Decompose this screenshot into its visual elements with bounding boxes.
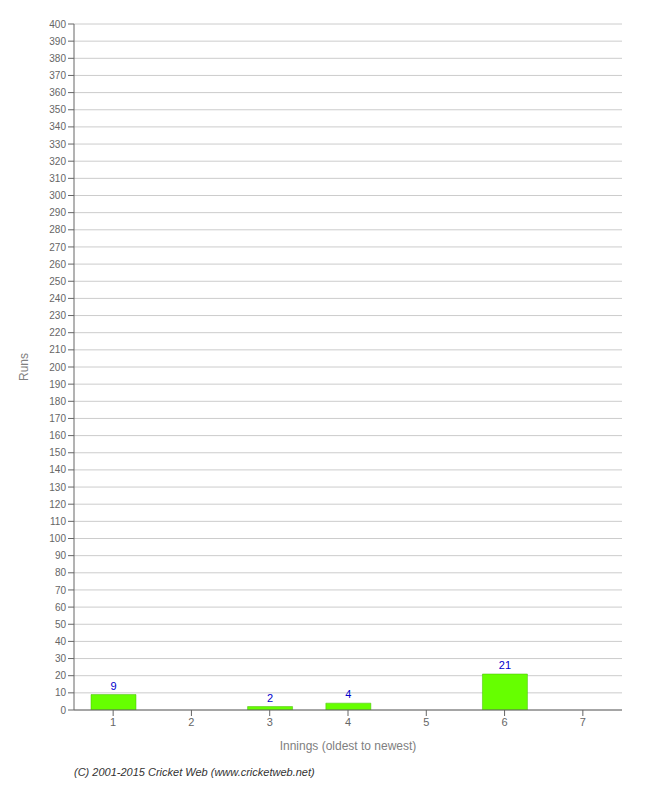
svg-text:200: 200: [49, 362, 66, 373]
svg-text:2: 2: [188, 716, 194, 728]
svg-text:110: 110: [50, 516, 66, 527]
svg-text:30: 30: [55, 653, 67, 664]
svg-text:380: 380: [49, 53, 66, 64]
svg-text:250: 250: [49, 276, 66, 287]
svg-text:21: 21: [499, 659, 511, 671]
svg-text:2: 2: [267, 692, 273, 704]
html-text:(C) 2001-2015 Cricket Web (www: (C) 2001-2015 Cricket Web (www.cricketwe…: [74, 766, 315, 778]
svg-text:0: 0: [60, 705, 66, 716]
svg-text:160: 160: [49, 430, 66, 441]
svg-text:50: 50: [55, 619, 67, 630]
svg-text:120: 120: [49, 499, 66, 510]
svg-text:90: 90: [55, 550, 67, 561]
svg-text:100: 100: [49, 533, 66, 544]
svg-text:5: 5: [423, 716, 429, 728]
svg-text:140: 140: [49, 464, 66, 475]
svg-text:1: 1: [110, 716, 116, 728]
svg-text:390: 390: [49, 36, 66, 47]
svg-text:130: 130: [49, 482, 66, 493]
svg-text:7: 7: [580, 716, 586, 728]
svg-text:240: 240: [49, 293, 66, 304]
svg-text:4: 4: [345, 688, 351, 700]
svg-text:170: 170: [49, 413, 66, 424]
svg-text:150: 150: [49, 447, 66, 458]
svg-text:300: 300: [49, 190, 66, 201]
svg-text:310: 310: [49, 173, 66, 184]
svg-text:10: 10: [55, 687, 67, 698]
svg-text:220: 220: [49, 327, 66, 338]
svg-text:400: 400: [49, 19, 66, 30]
svg-text:270: 270: [49, 242, 66, 253]
svg-text:210: 210: [49, 344, 66, 355]
svg-text:3: 3: [267, 716, 273, 728]
svg-text:370: 370: [49, 70, 66, 81]
svg-text:9: 9: [110, 680, 116, 692]
svg-text:4: 4: [345, 716, 351, 728]
svg-text:330: 330: [49, 139, 66, 150]
svg-text:290: 290: [49, 207, 66, 218]
svg-text:Runs: Runs: [17, 353, 31, 381]
svg-text:230: 230: [49, 310, 66, 321]
svg-text:60: 60: [55, 602, 67, 613]
svg-text:340: 340: [49, 121, 66, 132]
svg-text:180: 180: [49, 396, 66, 407]
svg-text:360: 360: [49, 87, 66, 98]
svg-text:260: 260: [49, 259, 66, 270]
svg-text:350: 350: [49, 104, 66, 115]
svg-text:20: 20: [55, 670, 67, 681]
svg-text:Innings (oldest to newest): Innings (oldest to newest): [280, 739, 417, 753]
svg-text:80: 80: [55, 567, 67, 578]
svg-text:190: 190: [49, 379, 66, 390]
svg-text:6: 6: [502, 716, 508, 728]
svg-text:320: 320: [49, 156, 66, 167]
svg-text:280: 280: [49, 224, 66, 235]
svg-text:70: 70: [55, 585, 67, 596]
svg-text:40: 40: [55, 636, 67, 647]
